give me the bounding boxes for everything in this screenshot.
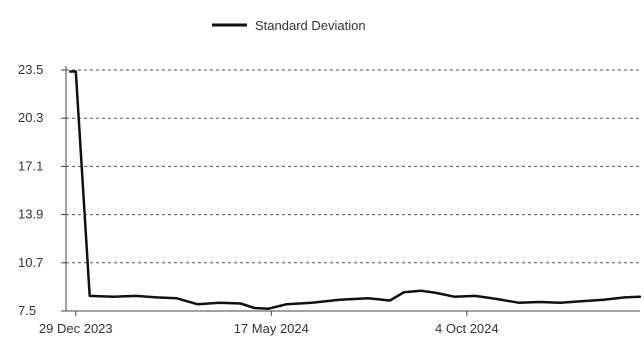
- x-tick-label: 17 May 2024: [234, 321, 309, 336]
- series: [68, 70, 642, 310]
- x-axis-ticks: 29 Dec 2023 17 May 2024 4 Oct 2024: [39, 311, 499, 336]
- y-tick-label: 10.7: [18, 255, 43, 270]
- series-line-standard-deviation: [68, 70, 642, 310]
- y-tick-label: 23.5: [18, 62, 43, 77]
- y-tick-label: 7.5: [18, 303, 36, 318]
- grid: [66, 69, 640, 264]
- legend-label: Standard Deviation: [255, 18, 366, 33]
- y-tick-label: 20.3: [18, 110, 43, 125]
- y-tick-label: 13.9: [18, 207, 43, 222]
- y-tick-label: 17.1: [18, 158, 43, 173]
- axes: [65, 66, 640, 312]
- y-axis-ticks: 7.5 10.7 13.9 17.1 20.3 23.5: [18, 62, 66, 318]
- x-tick-label: 29 Dec 2023: [39, 321, 113, 336]
- x-tick-label: 4 Oct 2024: [435, 321, 499, 336]
- legend: Standard Deviation: [212, 18, 366, 33]
